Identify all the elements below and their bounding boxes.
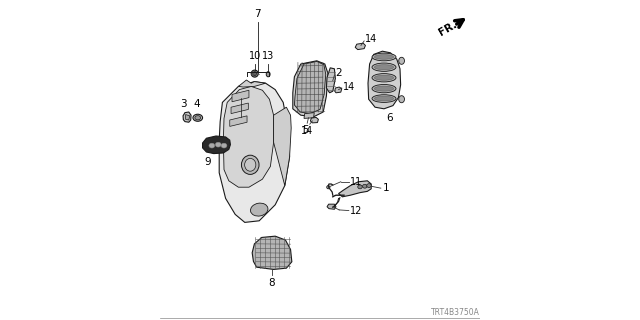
Ellipse shape: [193, 114, 202, 121]
Polygon shape: [230, 116, 247, 126]
Ellipse shape: [251, 70, 259, 77]
Ellipse shape: [374, 96, 394, 101]
Ellipse shape: [374, 55, 394, 59]
Text: 2: 2: [335, 68, 342, 78]
Ellipse shape: [358, 185, 362, 189]
Ellipse shape: [372, 74, 396, 82]
Polygon shape: [294, 61, 326, 114]
Polygon shape: [292, 61, 328, 117]
Ellipse shape: [221, 143, 227, 148]
Polygon shape: [310, 117, 319, 123]
Polygon shape: [368, 51, 401, 109]
Polygon shape: [231, 103, 248, 114]
Text: 14: 14: [365, 34, 377, 44]
Ellipse shape: [209, 143, 215, 148]
Ellipse shape: [399, 57, 404, 64]
Polygon shape: [183, 112, 191, 122]
Ellipse shape: [241, 155, 259, 174]
Polygon shape: [327, 204, 336, 209]
Polygon shape: [339, 181, 371, 197]
Polygon shape: [355, 43, 365, 50]
Text: FR.: FR.: [437, 20, 459, 38]
Ellipse shape: [374, 75, 394, 80]
Text: 4: 4: [193, 100, 200, 109]
Ellipse shape: [372, 53, 396, 61]
Polygon shape: [239, 80, 266, 87]
Polygon shape: [186, 115, 189, 120]
Ellipse shape: [399, 96, 404, 103]
Polygon shape: [219, 82, 290, 222]
Text: TRT4B3750A: TRT4B3750A: [431, 308, 479, 317]
Ellipse shape: [244, 158, 256, 171]
Text: 12: 12: [349, 205, 362, 216]
Text: 14: 14: [343, 82, 355, 92]
Text: 6: 6: [386, 113, 392, 123]
Ellipse shape: [362, 184, 367, 188]
Text: 1: 1: [383, 183, 389, 193]
Ellipse shape: [367, 184, 371, 188]
Text: 13: 13: [262, 52, 275, 61]
Ellipse shape: [195, 116, 201, 120]
Ellipse shape: [253, 72, 257, 76]
Ellipse shape: [215, 142, 221, 147]
Text: 11: 11: [349, 177, 362, 187]
Ellipse shape: [372, 84, 396, 93]
Ellipse shape: [372, 63, 396, 71]
Text: 10: 10: [248, 52, 261, 61]
Polygon shape: [304, 113, 314, 118]
Text: 7: 7: [255, 9, 261, 19]
Text: 3: 3: [180, 100, 186, 109]
Ellipse shape: [326, 186, 330, 189]
Ellipse shape: [372, 95, 396, 102]
Ellipse shape: [374, 86, 394, 91]
Polygon shape: [335, 87, 342, 93]
Ellipse shape: [250, 203, 268, 216]
Polygon shape: [274, 107, 291, 186]
Polygon shape: [202, 136, 230, 154]
Ellipse shape: [374, 65, 394, 70]
Polygon shape: [326, 68, 335, 93]
Text: 5: 5: [302, 125, 309, 135]
Text: 8: 8: [269, 278, 275, 288]
Ellipse shape: [266, 72, 270, 77]
Polygon shape: [223, 86, 274, 187]
Polygon shape: [232, 90, 249, 102]
Text: 9: 9: [204, 157, 211, 167]
Polygon shape: [252, 236, 292, 269]
Text: 14: 14: [301, 126, 314, 136]
